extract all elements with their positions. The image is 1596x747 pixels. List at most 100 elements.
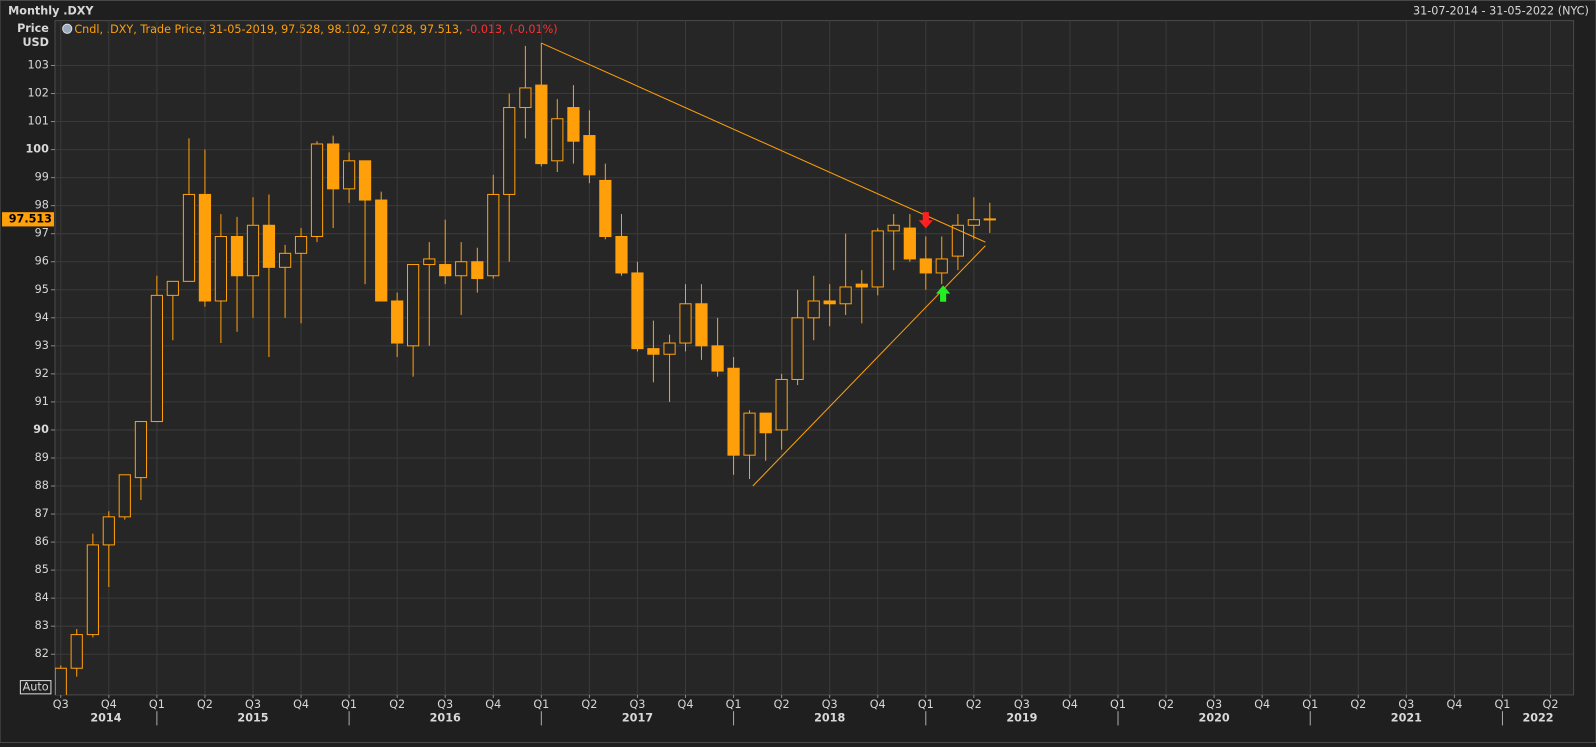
candle-body: [711, 345, 724, 372]
candle-body: [439, 264, 452, 277]
y-tick-label: 93: [35, 339, 49, 352]
y-tick-label: 83: [35, 619, 49, 632]
candle-body: [86, 544, 99, 636]
y-tick-label: 98: [35, 199, 49, 212]
y-tick-label: 84: [35, 591, 49, 604]
candle-body: [887, 224, 900, 232]
trendline: [541, 42, 986, 243]
candle-body: [855, 283, 868, 288]
candle-body: [423, 258, 436, 266]
x-tick-label: Q3: [1206, 698, 1222, 711]
x-tick-label: Q4: [870, 698, 886, 711]
auto-button-label[interactable]: Auto: [23, 681, 49, 694]
legend: Cndl, .DXY, Trade Price, 31-05-2019, 97.…: [74, 23, 557, 36]
candle-body: [983, 218, 996, 221]
last-price-tag: [2, 212, 54, 227]
x-tick-label: Q2: [1350, 698, 1366, 711]
year-label: 2021: [1391, 711, 1422, 724]
legend-text: Cndl, .DXY, Trade Price, 31-05-2019, 97.…: [74, 23, 462, 36]
candle-body: [967, 219, 980, 226]
y-tick-label: 101: [28, 115, 49, 128]
candle-body: [791, 317, 804, 380]
candle-body: [118, 474, 131, 518]
x-tick-label: Q1: [726, 698, 742, 711]
auto-button[interactable]: Auto: [19, 680, 52, 695]
candle-body: [951, 224, 965, 257]
y-axis-title: Price: [17, 22, 49, 35]
y-tick-label: 82: [35, 647, 49, 660]
candle-body: [647, 348, 660, 355]
candle-body: [327, 143, 340, 190]
candle-body: [631, 272, 644, 350]
last-price-label: 97.513: [9, 212, 52, 225]
candle-body: [839, 286, 852, 305]
y-tick-label: 86: [35, 535, 49, 548]
candle-body: [471, 261, 484, 280]
x-tick-label: Q1: [1110, 698, 1126, 711]
x-tick-label: Q4: [1446, 698, 1462, 711]
y-tick-label: 94: [35, 311, 49, 324]
x-tick-label: Q4: [1254, 698, 1270, 711]
plot-area: [54, 20, 1575, 696]
auto-button-frame[interactable]: [19, 680, 52, 695]
candle-body: [407, 264, 420, 347]
year-label: 2015: [237, 711, 268, 724]
y-tick-label: 92: [35, 367, 49, 380]
x-tick-label: Q4: [293, 698, 309, 711]
candle-body: [759, 412, 772, 434]
x-tick-label: Q3: [1014, 698, 1030, 711]
candle-body: [695, 303, 708, 347]
legend-icon: [62, 23, 73, 34]
candle-body: [102, 516, 115, 546]
date-range: 31-07-2014 - 31-05-2022 (NYC): [1413, 4, 1589, 17]
y-tick-label: 90: [33, 423, 49, 436]
candle-body: [294, 235, 308, 254]
candle-body: [679, 303, 692, 344]
chart-layer: 82 83 84 85 86 87 88 89 90 91 92 93 94 95 96 97 98 99 100 1…: [2, 20, 1574, 726]
year-label: 2016: [430, 711, 461, 724]
x-tick-label: Q1: [1495, 698, 1511, 711]
y-tick-label: 102: [28, 87, 49, 100]
x-tick-label: Q4: [101, 698, 117, 711]
x-tick-label: Q4: [678, 698, 694, 711]
candle-body: [663, 342, 676, 355]
candle-body: [54, 667, 67, 695]
y-tick-label: 103: [28, 58, 49, 71]
year-label: 2018: [814, 711, 845, 724]
candles: [54, 42, 996, 695]
candle-body: [150, 294, 163, 423]
x-tick-label: Q2: [1158, 698, 1174, 711]
candle-body: [391, 300, 404, 344]
candle-body: [903, 227, 916, 260]
year-label: 2017: [622, 711, 653, 724]
candle-body: [743, 412, 756, 456]
y-tick-label: 97: [35, 227, 49, 240]
y-tick-label: 96: [35, 255, 49, 268]
candle-body: [583, 135, 596, 176]
candle-body: [775, 378, 788, 431]
candle-body: [230, 235, 244, 277]
candle-body: [871, 230, 884, 288]
year-label: 2022: [1522, 711, 1553, 724]
x-tick-label: Q2: [389, 698, 405, 711]
x-tick-label: Q2: [197, 698, 213, 711]
candle-body: [615, 235, 628, 274]
candle-body: [134, 421, 148, 479]
candle-body: [358, 160, 372, 201]
x-tick-label: Q2: [1543, 698, 1559, 711]
candle-body: [214, 235, 228, 302]
y-axis-title: USD: [22, 36, 48, 49]
y-tick-label: 88: [35, 479, 49, 492]
x-tick-label: Q2: [774, 698, 790, 711]
x-tick-label: Q4: [485, 698, 501, 711]
candle-body: [807, 300, 820, 319]
y-tick-label: 89: [35, 451, 49, 464]
candle-body: [935, 258, 948, 274]
candle-body: [567, 107, 580, 142]
candle-body: [503, 107, 516, 195]
candle-body: [310, 143, 324, 238]
candle-body: [823, 300, 836, 305]
y-tick-label: 87: [35, 507, 49, 520]
candle-body: [70, 634, 83, 669]
